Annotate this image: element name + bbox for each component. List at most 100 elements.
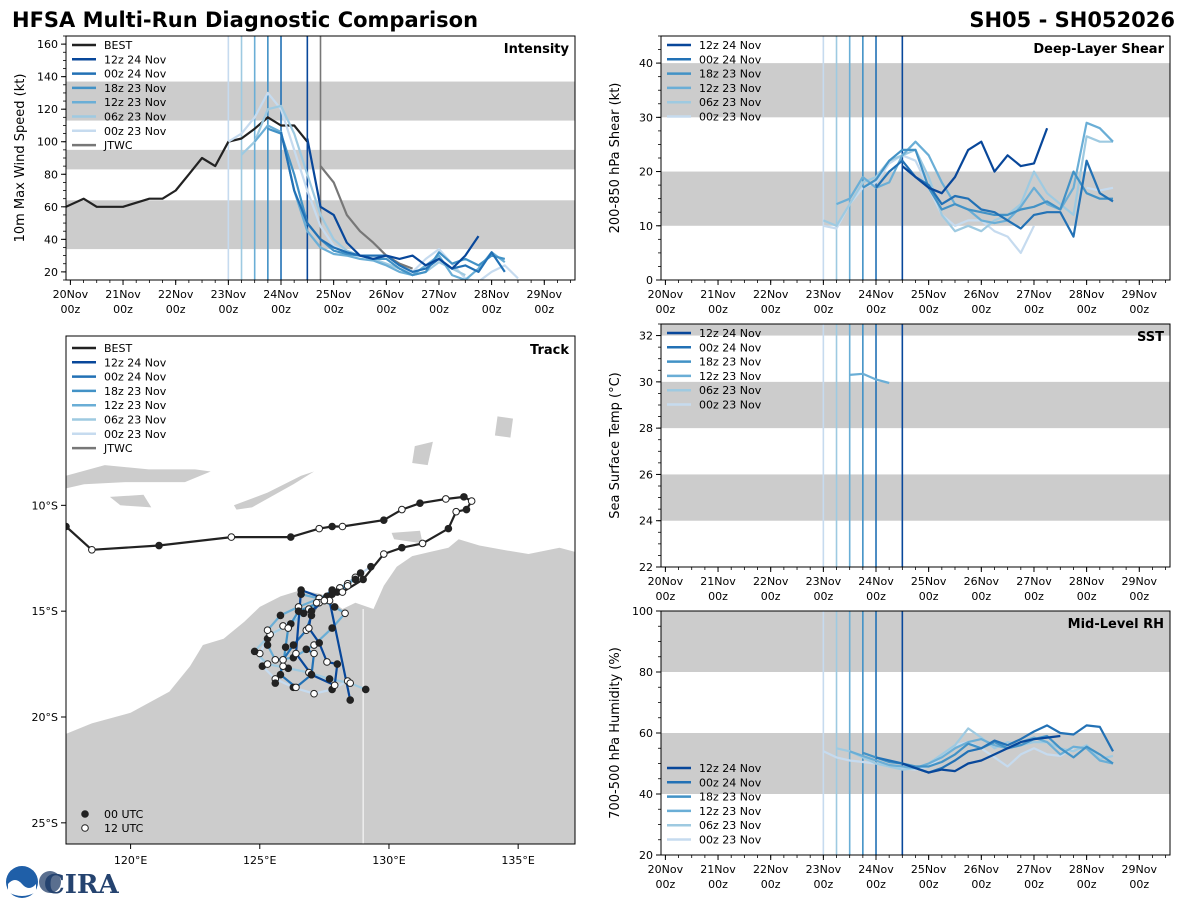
track-point-12utc [320, 596, 329, 605]
x-tick-label: 00z [60, 303, 80, 316]
y-tick-label: 80 [44, 168, 58, 181]
x-tick-label: 00z [655, 878, 675, 891]
y-tick-label: 60 [639, 727, 653, 740]
legend-label: 06z 23 Nov [699, 96, 762, 109]
y-tick-label: 28 [639, 422, 653, 435]
track-point-00utc [276, 670, 285, 679]
x-tick-label: 00z [919, 878, 939, 891]
track-point-12utc [442, 495, 450, 503]
x-tick-label: 27Nov [1016, 288, 1052, 301]
track-point-00utc [398, 543, 406, 552]
x-tick-label: 00z [708, 878, 728, 891]
x-tick-label: 00z [813, 878, 833, 891]
y-tick-label: 20 [639, 849, 653, 862]
x-tick-label: 00z [324, 303, 344, 316]
x-tick-label: 00z [271, 303, 291, 316]
x-tick-label: 00z [971, 878, 991, 891]
legend-label: 18z 23 Nov [699, 68, 762, 81]
marker-legend-label: 12 UTC [104, 822, 144, 835]
intensity-panel: 20 40 60 80 100 120 140 160 20Nov 00z 21Nov 00z 22No… [13, 35, 576, 316]
track-point-12utc [88, 545, 96, 554]
x-tick-label: 00z [1077, 878, 1097, 891]
track-point-12utc [346, 679, 355, 687]
marker-legend-swatch [81, 810, 89, 818]
series-line-12z-24-nov [901, 734, 1061, 774]
x-tick-label: 24Nov [263, 288, 299, 301]
legend-label: 12z 23 Nov [699, 370, 762, 383]
track-point-00utc [380, 516, 388, 524]
track-point-12utc [279, 662, 287, 671]
cira-logo-text: CIRA [44, 870, 119, 900]
track-point-00utc [281, 643, 290, 651]
track-point-00utc [263, 641, 272, 649]
panel-title: Mid-Level RH [1068, 617, 1164, 632]
legend-label: 00z 24 Nov [699, 776, 762, 789]
x-tick-label: 00z [1024, 303, 1044, 316]
legend-label: 18z 23 Nov [104, 385, 167, 398]
x-tick-label: 21Nov [700, 863, 736, 876]
panel-title: Deep-Layer Shear [1033, 42, 1164, 57]
x-tick-label: 00z [534, 303, 554, 316]
series-line-12z-23-nov [836, 121, 1114, 225]
x-tick-label: 00z [708, 303, 728, 316]
track-point-12utc [227, 533, 236, 541]
shaded-band [661, 171, 1170, 226]
x-tick-label: 00z [866, 878, 886, 891]
legend-label: 18z 23 Nov [699, 356, 762, 369]
x-tick-label: 29Nov [1122, 575, 1158, 588]
y-tick-label: 20 [44, 266, 58, 279]
track-point-00utc [294, 607, 303, 615]
x-tick-label: 00z [218, 303, 238, 316]
legend-label: 12z 23 Nov [104, 96, 167, 109]
series-line-06z-23-nov [822, 135, 1113, 233]
y-tick-label: 0 [646, 274, 653, 287]
track-point-12utc [343, 581, 352, 590]
track-point-12utc [338, 588, 347, 596]
y-tick-label: 25°S [32, 817, 58, 830]
track-point-00utc [328, 590, 336, 599]
legend-label: 00z 23 Nov [699, 111, 762, 124]
x-tick-label: 20Nov [648, 575, 684, 588]
track-point-00utc [155, 541, 163, 550]
track-point-00utc [250, 647, 259, 656]
track-point-00utc [286, 533, 295, 541]
legend-label: JTWC [103, 442, 133, 455]
legend-label: 06z 23 Nov [699, 384, 762, 397]
track-point-12utc [279, 656, 287, 664]
y-tick-label: 40 [44, 233, 58, 246]
marker-legend-label: 00 UTC [104, 808, 144, 821]
shaded-band [661, 381, 1170, 429]
sumba-island [109, 494, 152, 508]
y-tick-label: 26 [639, 468, 653, 481]
x-tick-label: 22Nov [158, 288, 194, 301]
x-tick-label: 23Nov [211, 288, 247, 301]
legend-label: BEST [104, 39, 132, 52]
series-line-jtwc [319, 165, 413, 270]
legend-label: 06z 23 Nov [104, 414, 167, 427]
figure-title: HFSA Multi-Run Diagnostic Comparison [12, 8, 478, 32]
x-tick-label: 22Nov [753, 863, 789, 876]
legend-label: 12z 23 Nov [104, 399, 167, 412]
track-point-12utc [315, 524, 324, 533]
track-point-12utc [310, 689, 318, 698]
x-tick-label: 00z [866, 590, 886, 603]
x-tick-label: 00z [1129, 590, 1149, 603]
panel-title: SST [1137, 330, 1164, 345]
track-point-12utc [312, 598, 321, 607]
track-point-12utc [271, 656, 280, 664]
x-tick-label: 00z [761, 303, 781, 316]
track-point-12utc [330, 681, 339, 690]
legend-label: 00z 23 Nov [104, 428, 167, 441]
x-tick-label: 24Nov [858, 288, 894, 301]
x-tick-label: 25Nov [911, 863, 947, 876]
track-point-12utc [263, 660, 272, 668]
sunda-islands [66, 465, 211, 489]
track-panel: 120°E 125°E 130°E 135°E 10°S 15°S 20°S 25°S Trac… [32, 335, 576, 867]
track-point-00utc [328, 522, 336, 531]
groote-island [556, 581, 568, 595]
legend-label: 00z 24 Nov [699, 341, 762, 354]
x-tick-label: 24Nov [858, 863, 894, 876]
track-point-12utc [305, 624, 313, 632]
x-tick-label: 00z [1077, 590, 1097, 603]
